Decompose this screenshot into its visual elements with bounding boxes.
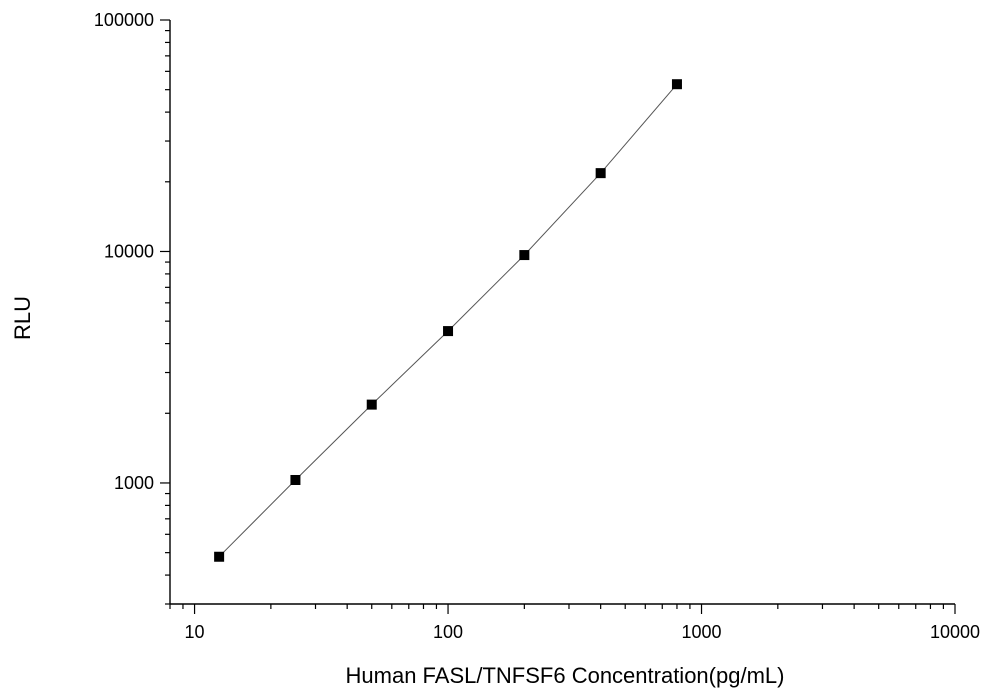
- data-point: [443, 326, 454, 337]
- data-point: [214, 551, 225, 562]
- ticks: [160, 19, 956, 614]
- fit-curve: [218, 83, 678, 558]
- x-tick-label: 100: [433, 622, 463, 642]
- x-tick-label: 1000: [681, 622, 721, 642]
- x-tick-label: 10000: [930, 622, 980, 642]
- data-point: [671, 79, 682, 90]
- y-tick-label: 100000: [94, 10, 154, 30]
- x-tick-label: 10: [185, 622, 205, 642]
- y-axis-title: RLU: [10, 296, 35, 340]
- data-point: [290, 474, 301, 485]
- data-point: [595, 168, 606, 179]
- data-point: [519, 250, 530, 261]
- series: [214, 79, 682, 562]
- data-point: [366, 399, 377, 410]
- x-axis-title: Human FASL/TNFSF6 Concentration(pg/mL): [346, 663, 785, 688]
- y-tick-label: 1000: [114, 473, 154, 493]
- tick-labels: 10 100 1000 10000 1000 10000 100000: [94, 10, 980, 642]
- y-tick-label: 10000: [104, 241, 154, 261]
- axes: [169, 20, 955, 605]
